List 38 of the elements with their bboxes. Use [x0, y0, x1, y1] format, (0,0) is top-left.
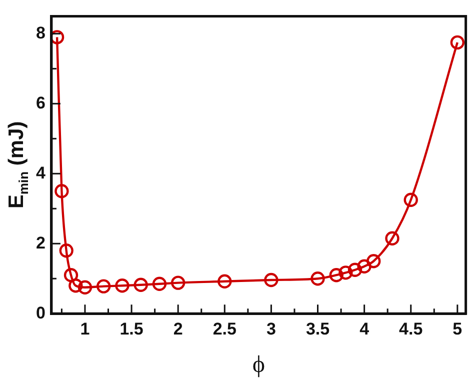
- x-tick-label: 1: [80, 319, 90, 338]
- point: [348, 262, 362, 277]
- y-tick-label: 2: [36, 233, 46, 252]
- y-tick-label: 0: [36, 303, 46, 322]
- point: [338, 266, 353, 280]
- point: [404, 192, 418, 207]
- point: [218, 274, 232, 289]
- point: [59, 244, 74, 258]
- x-tick-label: 1.5: [120, 319, 144, 338]
- point: [51, 30, 64, 44]
- point: [96, 279, 111, 294]
- point: [152, 276, 167, 291]
- x-tick-label: 2.5: [212, 319, 236, 338]
- point: [357, 259, 372, 274]
- y-tick-label: 4: [36, 163, 46, 182]
- point: [115, 278, 130, 293]
- y-tick-label: 8: [36, 23, 46, 42]
- point: [450, 35, 465, 50]
- point: [329, 268, 344, 282]
- point: [78, 280, 92, 294]
- point: [310, 272, 325, 286]
- point: [134, 278, 148, 292]
- point: [385, 231, 400, 246]
- point: [366, 254, 381, 268]
- x-tick-label: 3: [266, 319, 276, 338]
- x-tick-label: 5: [452, 319, 462, 338]
- y-axis-title: Emin (mJ): [5, 121, 31, 209]
- x-tick-label: 4: [360, 319, 370, 338]
- x-tick-label: 3.5: [306, 319, 330, 338]
- y-tick-label: 6: [36, 93, 46, 112]
- point: [54, 184, 69, 198]
- x-tick-label: 4.5: [399, 319, 423, 338]
- point: [68, 278, 83, 293]
- point: [264, 272, 278, 288]
- point: [64, 268, 78, 282]
- x-axis-title: ϕ: [252, 352, 265, 378]
- point: [170, 276, 186, 290]
- x-tick-label: 2: [173, 319, 183, 338]
